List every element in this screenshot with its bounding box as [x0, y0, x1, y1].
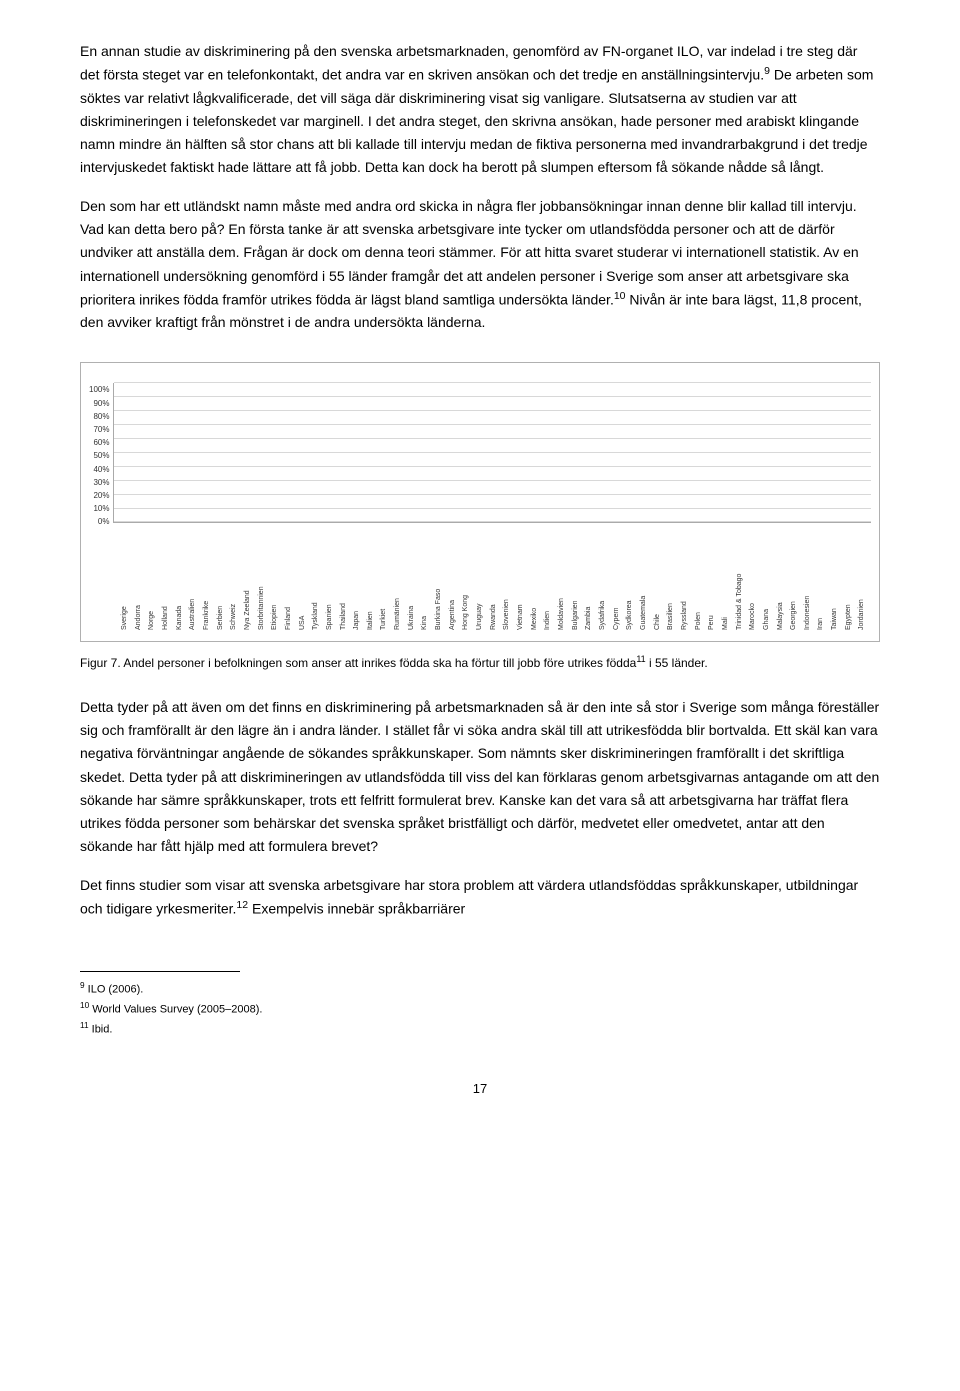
- x-tick-label: Taiwan: [829, 563, 841, 633]
- x-tick-label: Brasilien: [665, 563, 677, 633]
- x-tick-label: Ukraina: [406, 563, 418, 633]
- footnote-ref-12: 12: [236, 899, 248, 911]
- x-tick-label: Thailand: [338, 563, 350, 633]
- x-tick-label: Peru: [706, 563, 718, 633]
- x-tick-label: Ghana: [761, 563, 773, 633]
- x-tick-label: Turkiet: [378, 563, 390, 633]
- x-tick-label: Iran: [815, 563, 827, 633]
- x-tick-label: Sydafrika: [597, 563, 609, 633]
- x-tick-label: Malaysia: [775, 563, 787, 633]
- x-tick-label: Japan: [351, 563, 363, 633]
- page-number: 17: [80, 1078, 880, 1099]
- x-tick-label: Sydkorea: [624, 563, 636, 633]
- footnote-10: 10 World Values Survey (2005–2008).: [80, 1000, 880, 1018]
- y-tick-label: 90%: [89, 397, 109, 410]
- x-tick-label: Storbritannien: [256, 563, 268, 633]
- x-tick-label: Australien: [187, 563, 199, 633]
- y-tick-label: 80%: [89, 410, 109, 423]
- p4-text-a: Det finns studier som visar att svenska …: [80, 877, 858, 917]
- y-tick-label: 40%: [89, 463, 109, 476]
- footnotes-section: [80, 971, 240, 978]
- paragraph-4: Det finns studier som visar att svenska …: [80, 874, 880, 921]
- p3-text: Detta tyder på att även om det finns en …: [80, 699, 879, 854]
- x-tick-label: Schweiz: [228, 563, 240, 633]
- x-tick-label: Burkina Faso: [433, 563, 445, 633]
- x-tick-label: Chile: [652, 563, 664, 633]
- x-tick-label: Nya Zeeland: [242, 563, 254, 633]
- x-tick-label: Slovenien: [501, 563, 513, 633]
- y-tick-label: 60%: [89, 436, 109, 449]
- figure-7-chart: 100%90%80%70%60%50%40%30%20%10%0% Sverig…: [80, 362, 880, 642]
- x-tick-label: Rumänien: [392, 563, 404, 633]
- paragraph-2: Den som har ett utländskt namn måste med…: [80, 195, 880, 334]
- y-tick-label: 100%: [89, 383, 109, 396]
- x-tick-label: Frankrike: [201, 563, 213, 633]
- y-tick-label: 20%: [89, 489, 109, 502]
- p1-text-a: En annan studie av diskriminering på den…: [80, 43, 857, 83]
- x-tick-label: Cypern: [611, 563, 623, 633]
- fn10-text: World Values Survey (2005–2008).: [89, 1004, 262, 1016]
- x-tick-label: Spanien: [324, 563, 336, 633]
- x-tick-label: Italien: [365, 563, 377, 633]
- x-tick-label: Georgien: [788, 563, 800, 633]
- x-tick-label: Holland: [160, 563, 172, 633]
- x-tick-label: Bulgarien: [570, 563, 582, 633]
- y-tick-label: 50%: [89, 449, 109, 462]
- x-tick-label: Zambia: [583, 563, 595, 633]
- y-tick-label: 30%: [89, 476, 109, 489]
- x-tick-label: Sverige: [119, 563, 131, 633]
- x-tick-label: Mexiko: [529, 563, 541, 633]
- x-tick-label: Polen: [693, 563, 705, 633]
- chart-x-axis: SverigeAndorraNorgeHollandKanadaAustrali…: [117, 563, 871, 633]
- x-tick-label: Moldavien: [556, 563, 568, 633]
- x-tick-label: Kanada: [174, 563, 186, 633]
- chart-plot-area: [113, 383, 871, 523]
- footnote-ref-11: 11: [636, 654, 645, 664]
- footnote-11: 11 Ibid.: [80, 1020, 880, 1038]
- x-tick-label: Indien: [542, 563, 554, 633]
- chart-bars: [114, 383, 871, 522]
- x-tick-label: Andorra: [133, 563, 145, 633]
- footnote-ref-10: 10: [614, 290, 626, 302]
- caption-prefix: Figur 7. Andel personer i befolkningen s…: [80, 656, 636, 670]
- fn11-sup: 11: [80, 1021, 89, 1030]
- x-tick-label: Uruguay: [474, 563, 486, 633]
- p1-text-b: De arbeten som söktes var relativt lågkv…: [80, 67, 873, 175]
- x-tick-label: Trinidad & Tobago: [734, 563, 746, 633]
- x-tick-label: Finland: [283, 563, 295, 633]
- y-tick-label: 70%: [89, 423, 109, 436]
- x-tick-label: Jordanien: [856, 563, 868, 633]
- x-tick-label: Serbien: [215, 563, 227, 633]
- caption-suffix: i 55 länder.: [646, 656, 708, 670]
- x-tick-label: Egypten: [843, 563, 855, 633]
- p4-text-b: Exempelvis innebär språkbarriärer: [248, 901, 465, 917]
- fn9-text: ILO (2006).: [85, 983, 144, 995]
- x-tick-label: Norge: [146, 563, 158, 633]
- fn11-text: Ibid.: [89, 1024, 113, 1036]
- footnote-9: 9 ILO (2006).: [80, 980, 880, 998]
- chart-y-axis: 100%90%80%70%60%50%40%30%20%10%0%: [89, 383, 113, 523]
- paragraph-1: En annan studie av diskriminering på den…: [80, 40, 880, 179]
- y-tick-label: 0%: [89, 515, 109, 528]
- x-tick-label: Etiopien: [269, 563, 281, 633]
- fn10-sup: 10: [80, 1001, 89, 1010]
- x-tick-label: Indonesien: [802, 563, 814, 633]
- x-tick-label: USA: [297, 563, 309, 633]
- x-tick-label: Ryssland: [679, 563, 691, 633]
- x-tick-label: Rwanda: [488, 563, 500, 633]
- x-tick-label: Kina: [419, 563, 431, 633]
- x-tick-label: Guatemala: [638, 563, 650, 633]
- x-tick-label: Mali: [720, 563, 732, 633]
- paragraph-3: Detta tyder på att även om det finns en …: [80, 696, 880, 858]
- x-tick-label: Argentina: [447, 563, 459, 633]
- figure-7-caption: Figur 7. Andel personer i befolkningen s…: [80, 652, 880, 674]
- y-tick-label: 10%: [89, 502, 109, 515]
- x-tick-label: Hong Kong: [460, 563, 472, 633]
- x-tick-label: Vietnam: [515, 563, 527, 633]
- x-tick-label: Tyskland: [310, 563, 322, 633]
- x-tick-label: Marocko: [747, 563, 759, 633]
